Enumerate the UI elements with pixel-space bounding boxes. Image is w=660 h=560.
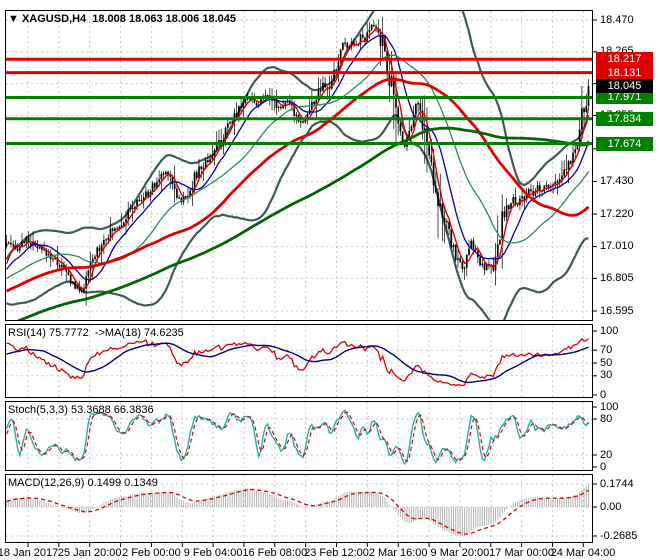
- price-scale-label: 17.220: [600, 207, 634, 220]
- date-axis-label: 18 Jan 2017: [0, 547, 59, 559]
- rsi-ma-line: [6, 342, 589, 384]
- date-axis-label: 2 Feb 00:00: [122, 547, 181, 559]
- date-axis-label: 16 Feb 08:00: [242, 547, 308, 559]
- price-scale-label: 18.470: [600, 13, 634, 26]
- rsi-scale-label: 30: [600, 369, 613, 382]
- macd-indicator-label: MACD(12,26,9) 0.1499 0.1349: [8, 477, 158, 489]
- price-badge: 17.674: [596, 136, 653, 151]
- rsi-indicator-label: RSI(14) 75.7772 ->MA(18) 74.6235: [8, 327, 184, 339]
- price-badge: 18.045: [596, 78, 653, 93]
- price-scale-label: 16.595: [600, 304, 634, 317]
- panel-border: [5, 324, 593, 398]
- rsi-scale-label: 100: [600, 324, 619, 337]
- rsi-line: [6, 337, 589, 387]
- date-axis-label: 2 Mar 16:00: [368, 547, 428, 559]
- macd-scale-label: -0.2685: [600, 529, 638, 542]
- date-axis-label: 9 Mar 20:00: [430, 547, 490, 559]
- stoch-plot-group: [6, 409, 590, 466]
- panel-border: [5, 474, 593, 543]
- rsi-scale-label: 70: [600, 343, 613, 356]
- price-badge: 18.217: [596, 52, 653, 67]
- ma-fast-red: [6, 27, 590, 290]
- price-scale-label: 17.430: [600, 174, 634, 187]
- macd-signal-line: [6, 488, 589, 535]
- panel-border: [5, 10, 593, 321]
- bollinger-lower-band: [6, 113, 589, 320]
- price-badge: 17.971: [596, 90, 653, 105]
- macd-plot-group: [6, 484, 589, 536]
- price-badge: 17.834: [596, 111, 653, 126]
- stoch-scale-label: 100: [600, 400, 619, 413]
- chart-title: ▼ XAGUSD,H4 18.008 18.063 18.006 18.045: [8, 13, 236, 25]
- ma-thick-green: [17, 126, 589, 320]
- price-scale-label: 17.010: [600, 240, 634, 253]
- date-axis-label: 25 Jan 20:00: [57, 547, 122, 559]
- rsi-plot-group: [6, 337, 589, 387]
- panel-border: [5, 401, 593, 471]
- rsi-scale-label: 0: [600, 388, 607, 401]
- date-axis-label: 24 Mar 04:00: [550, 547, 616, 559]
- macd-scale-label: 0.1744: [600, 477, 634, 490]
- chart-title-text: XAGUSD,H4 18.008 18.063 18.006 18.045: [21, 13, 236, 25]
- date-axis-label: 9 Feb 04:00: [183, 547, 243, 559]
- bollinger-upper-band: [6, 11, 590, 260]
- main-plot-group: [6, 11, 590, 320]
- stoch-indicator-label: Stoch(5,3,3) 53.3688 66.3836: [8, 404, 154, 416]
- main-chart-panel[interactable]: [5, 10, 594, 321]
- stoch-scale-label: 20: [600, 448, 613, 461]
- price-scale-label: 18.265: [600, 46, 634, 57]
- stoch-scale-label: 80: [600, 412, 613, 425]
- symbol-dropdown-icon[interactable]: ▼: [8, 13, 19, 25]
- date-axis-label: 23 Feb 12:00: [304, 547, 369, 559]
- price-scale-label: 16.805: [600, 271, 634, 284]
- stoch-d-line: [6, 411, 589, 463]
- macd-scale-label: 0.00: [600, 500, 622, 513]
- ma-blue: [6, 34, 590, 281]
- ma-thick-red: [6, 77, 590, 293]
- rsi-scale-label: 50: [600, 356, 613, 369]
- stoch-k-line: [6, 409, 590, 466]
- date-axis-label: 17 Mar 00:00: [489, 547, 555, 559]
- stoch-scale-label: 0: [600, 460, 607, 473]
- price-badge: 18.131: [596, 65, 653, 80]
